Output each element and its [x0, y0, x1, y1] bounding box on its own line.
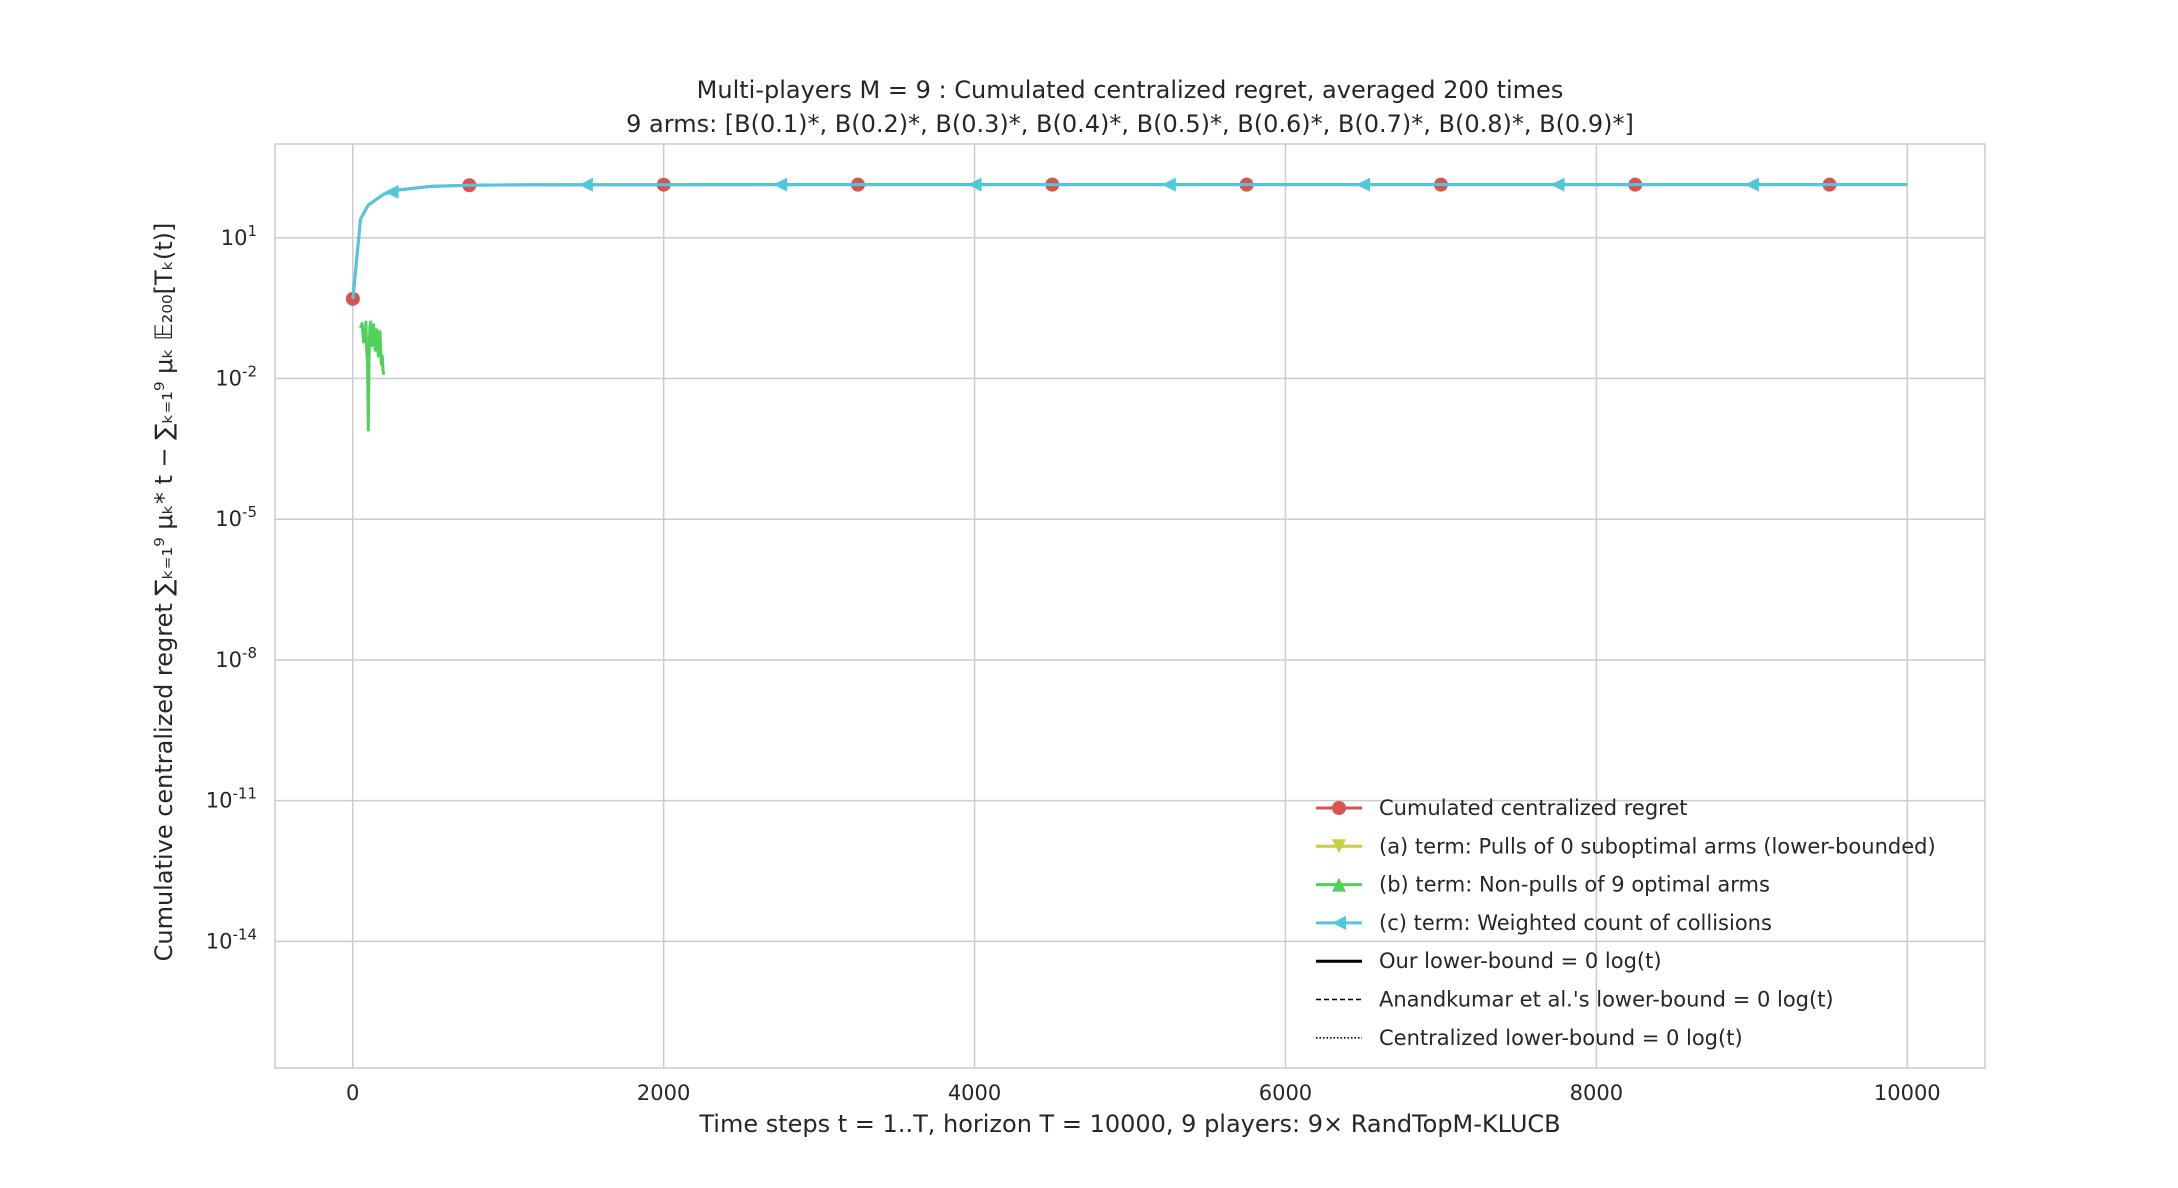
x-axis-label: Time steps t = 1..T, horizon T = 10000, …: [698, 1110, 1560, 1138]
chart-title: Multi-players M = 9 : Cumulated centrali…: [697, 76, 1564, 104]
series-layer: [345, 177, 1908, 432]
y-tick-label: 10-2: [215, 363, 257, 391]
x-tick-label: 6000: [1259, 1081, 1312, 1105]
y-tick-label: 10-11: [206, 785, 257, 813]
y-tick-label: 10-8: [215, 644, 257, 672]
y-tick-label: 10-5: [215, 503, 257, 531]
legend-label: (b) term: Non-pulls of 9 optimal arms: [1379, 873, 1770, 897]
y-tick-label: 10-14: [206, 925, 257, 953]
series-marker: [384, 185, 399, 200]
series-marker: [1332, 839, 1346, 854]
y-axis-ticks: 101 10-2 10-5 10-8 10-11 10-14: [206, 222, 257, 954]
x-tick-label: 8000: [1570, 1081, 1623, 1105]
series-marker: [1550, 177, 1565, 192]
x-tick-label: 0: [346, 1081, 359, 1105]
series-marker: [1332, 915, 1346, 930]
series-marker: [345, 291, 360, 306]
legend-label: (c) term: Weighted count of collisions: [1379, 911, 1772, 935]
series-marker: [1356, 177, 1371, 192]
chart-subtitle: 9 arms: [B(0.1)*, B(0.2)*, B(0.3)*, B(0.…: [626, 110, 1634, 138]
series-marker: [1744, 177, 1759, 192]
legend: Cumulated centralized regret (a) term: Pu…: [1316, 796, 1936, 1050]
series-marker: [1332, 877, 1346, 892]
x-tick-label: 10000: [1874, 1081, 1941, 1105]
legend-label: Our lower-bound = 0 log(t): [1379, 949, 1662, 973]
plot-area: [274, 143, 1986, 1069]
x-tick-label: 4000: [948, 1081, 1001, 1105]
legend-label: Anandkumar et al.'s lower-bound = 0 log(…: [1379, 988, 1834, 1012]
series-line: [359, 320, 386, 432]
y-tick-label: 101: [221, 222, 257, 250]
x-axis-ticks: 0 2000 4000 6000 8000 10000: [346, 1081, 1941, 1105]
series-marker: [773, 177, 788, 192]
series-marker: [1332, 801, 1346, 815]
y-axis-label: Cumulative centralized regret ∑ₖ₌₁⁹ μₖ* …: [150, 223, 178, 962]
x-tick-label: 2000: [637, 1081, 690, 1105]
series-marker: [1161, 177, 1176, 192]
series-marker: [578, 177, 593, 192]
legend-label: Centralized lower-bound = 0 log(t): [1379, 1026, 1743, 1050]
series-marker: [967, 177, 982, 192]
legend-label: (a) term: Pulls of 0 suboptimal arms (lo…: [1379, 834, 1936, 858]
legend-label: Cumulated centralized regret: [1379, 796, 1687, 820]
